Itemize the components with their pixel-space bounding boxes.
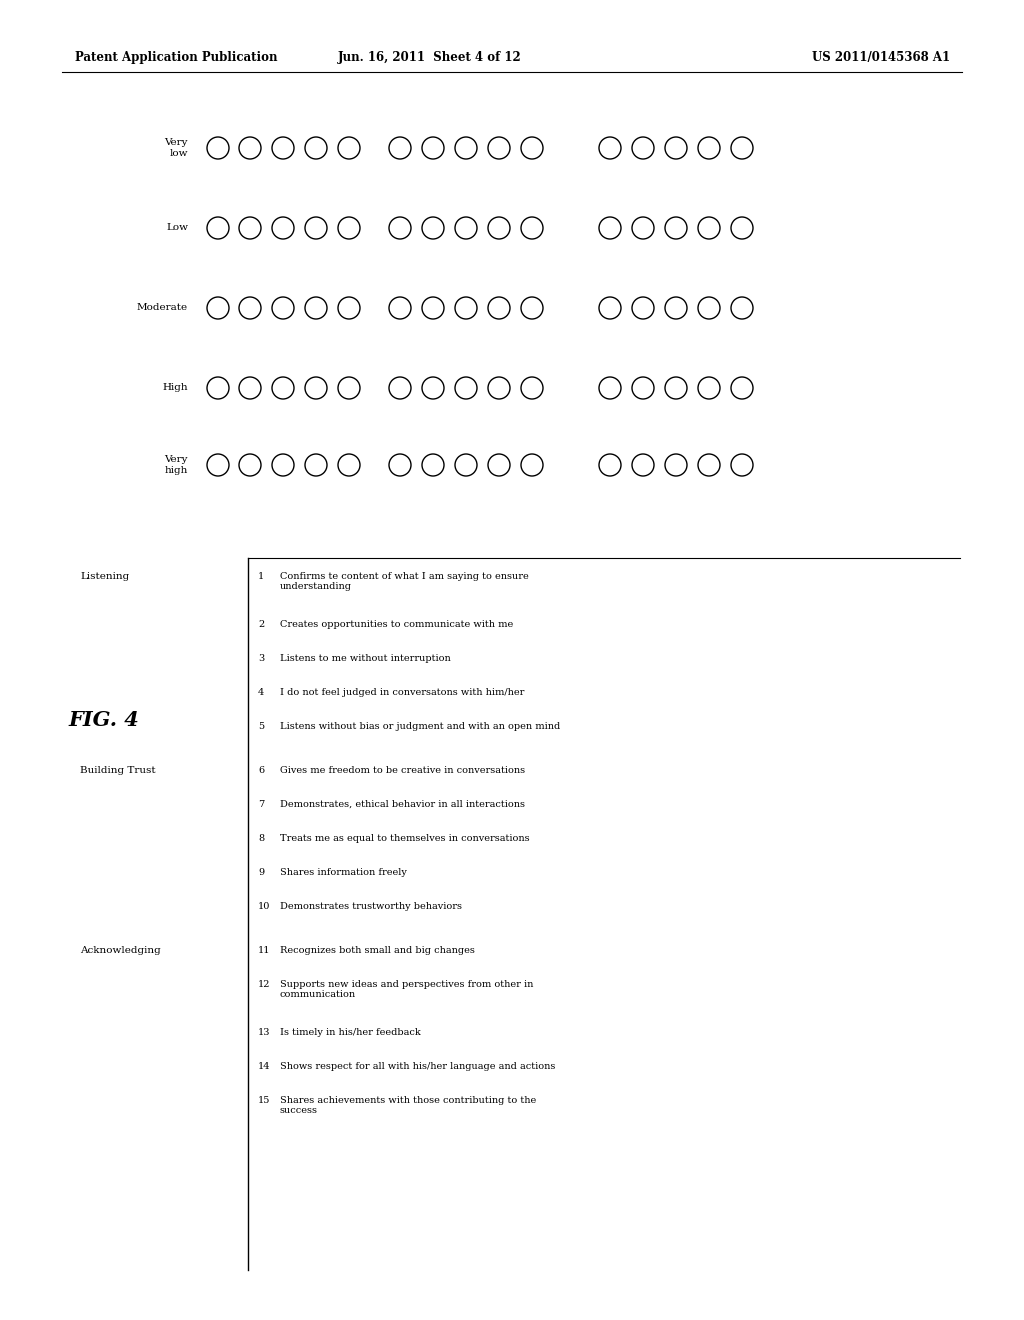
- Text: Shares information freely: Shares information freely: [280, 869, 407, 876]
- Text: 15: 15: [258, 1096, 270, 1105]
- Text: Treats me as equal to themselves in conversations: Treats me as equal to themselves in conv…: [280, 834, 529, 843]
- Text: I do not feel judged in conversatons with him/her: I do not feel judged in conversatons wit…: [280, 688, 524, 697]
- Text: Jun. 16, 2011  Sheet 4 of 12: Jun. 16, 2011 Sheet 4 of 12: [338, 51, 522, 65]
- Text: Gives me freedom to be creative in conversations: Gives me freedom to be creative in conve…: [280, 766, 525, 775]
- Text: Very
high: Very high: [165, 455, 188, 475]
- Text: Listens to me without interruption: Listens to me without interruption: [280, 653, 451, 663]
- Text: Demonstrates, ethical behavior in all interactions: Demonstrates, ethical behavior in all in…: [280, 800, 525, 809]
- Text: 7: 7: [258, 800, 264, 809]
- Text: 4: 4: [258, 688, 264, 697]
- Text: Is timely in his/her feedback: Is timely in his/her feedback: [280, 1028, 421, 1038]
- Text: Demonstrates trustworthy behaviors: Demonstrates trustworthy behaviors: [280, 902, 462, 911]
- Text: 1: 1: [258, 572, 264, 581]
- Text: 5: 5: [258, 722, 264, 731]
- Text: Supports new ideas and perspectives from other in
communication: Supports new ideas and perspectives from…: [280, 979, 534, 999]
- Text: US 2011/0145368 A1: US 2011/0145368 A1: [812, 51, 950, 65]
- Text: 11: 11: [258, 946, 270, 954]
- Text: Patent Application Publication: Patent Application Publication: [75, 51, 278, 65]
- Text: Moderate: Moderate: [137, 304, 188, 313]
- Text: Acknowledging: Acknowledging: [80, 946, 161, 954]
- Text: 3: 3: [258, 653, 264, 663]
- Text: High: High: [163, 384, 188, 392]
- Text: FIG. 4: FIG. 4: [68, 710, 138, 730]
- Text: Listening: Listening: [80, 572, 129, 581]
- Text: Listens without bias or judgment and with an open mind: Listens without bias or judgment and wit…: [280, 722, 560, 731]
- Text: 9: 9: [258, 869, 264, 876]
- Text: Recognizes both small and big changes: Recognizes both small and big changes: [280, 946, 475, 954]
- Text: 10: 10: [258, 902, 270, 911]
- Text: Shows respect for all with his/her language and actions: Shows respect for all with his/her langu…: [280, 1063, 555, 1071]
- Text: 14: 14: [258, 1063, 270, 1071]
- Text: 6: 6: [258, 766, 264, 775]
- Text: Creates opportunities to communicate with me: Creates opportunities to communicate wit…: [280, 620, 513, 630]
- Text: 8: 8: [258, 834, 264, 843]
- Text: 13: 13: [258, 1028, 270, 1038]
- Text: 12: 12: [258, 979, 270, 989]
- Text: Low: Low: [166, 223, 188, 232]
- Text: Very
low: Very low: [165, 139, 188, 157]
- Text: Confirms te content of what I am saying to ensure
understanding: Confirms te content of what I am saying …: [280, 572, 528, 591]
- Text: 2: 2: [258, 620, 264, 630]
- Text: Shares achievements with those contributing to the
success: Shares achievements with those contribut…: [280, 1096, 537, 1115]
- Text: Building Trust: Building Trust: [80, 766, 156, 775]
